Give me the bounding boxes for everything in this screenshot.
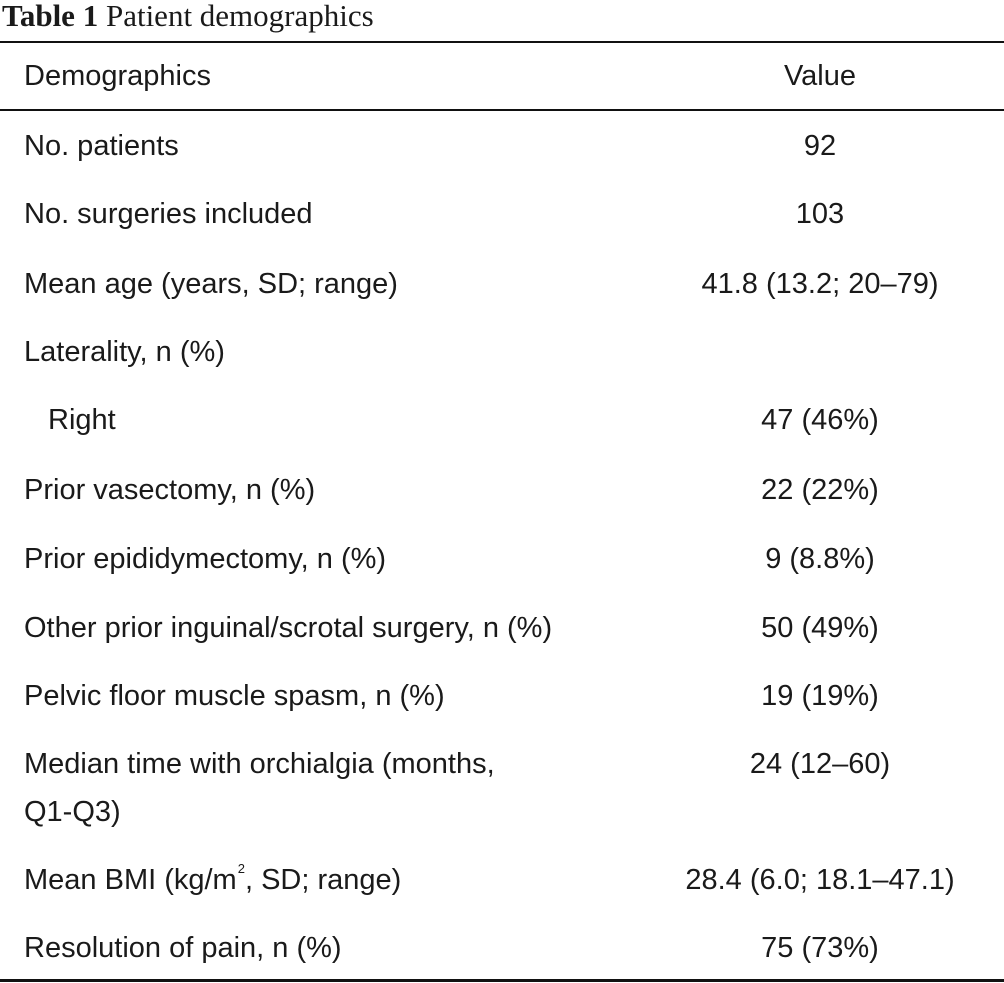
- row-value-prior-vasectomy: 22 (22%): [761, 474, 879, 506]
- row-label-prior-epididymectomy: Prior epididymectomy, n (%): [24, 543, 387, 575]
- row-label-other-prior-surgery: Other prior inguinal/scrotal surgery, n …: [24, 612, 553, 644]
- table-header-rule: [0, 109, 1004, 111]
- row-value-median-time: 24 (12–60): [749, 748, 891, 780]
- row-label-mean-bmi-pre: Mean BMI (kg/m: [24, 864, 237, 896]
- row-label-mean-bmi-sup: 2: [237, 861, 245, 876]
- row-label-no-surgeries: No. surgeries included: [24, 198, 313, 230]
- table-bottom-rule: [0, 979, 1004, 982]
- row-label-mean-bmi: Mean BMI (kg/m2, SD; range): [24, 860, 401, 905]
- column-header-value: Value: [783, 60, 857, 92]
- row-label-resolution-of-pain: Resolution of pain, n (%): [24, 932, 342, 964]
- row-label-mean-age: Mean age (years, SD; range): [24, 268, 398, 300]
- row-label-mean-bmi-post: , SD; range): [244, 864, 402, 896]
- row-value-pelvic-floor-spasm: 19 (19%): [761, 680, 879, 712]
- row-value-no-surgeries: 103: [795, 198, 845, 230]
- row-label-prior-vasectomy: Prior vasectomy, n (%): [24, 474, 316, 506]
- row-value-prior-epididymectomy: 9 (8.8%): [765, 543, 875, 575]
- row-value-right: 47 (46%): [761, 404, 879, 436]
- table-caption: Table 1 Patient demographics: [2, 0, 374, 34]
- row-label-pelvic-floor-spasm: Pelvic floor muscle spasm, n (%): [24, 680, 445, 712]
- table-top-rule: [0, 41, 1004, 43]
- row-label-median-time-line1: Median time with orchialgia (months,: [24, 748, 495, 780]
- row-value-resolution-of-pain: 75 (73%): [761, 932, 879, 964]
- column-header-demographics: Demographics: [24, 60, 211, 92]
- row-label-no-patients: No. patients: [24, 130, 179, 162]
- table-caption-label: Table 1: [2, 0, 99, 33]
- row-label-median-time-line2: Q1-Q3): [24, 796, 121, 828]
- row-label-right: Right: [48, 404, 116, 436]
- row-label-laterality: Laterality, n (%): [24, 336, 225, 368]
- row-value-no-patients: 92: [803, 130, 837, 162]
- table-caption-title: Patient demographics: [105, 0, 374, 33]
- row-value-mean-bmi: 28.4 (6.0; 18.1–47.1): [685, 864, 955, 896]
- row-value-mean-age: 41.8 (13.2; 20–79): [701, 268, 939, 300]
- row-value-other-prior-surgery: 50 (49%): [761, 612, 879, 644]
